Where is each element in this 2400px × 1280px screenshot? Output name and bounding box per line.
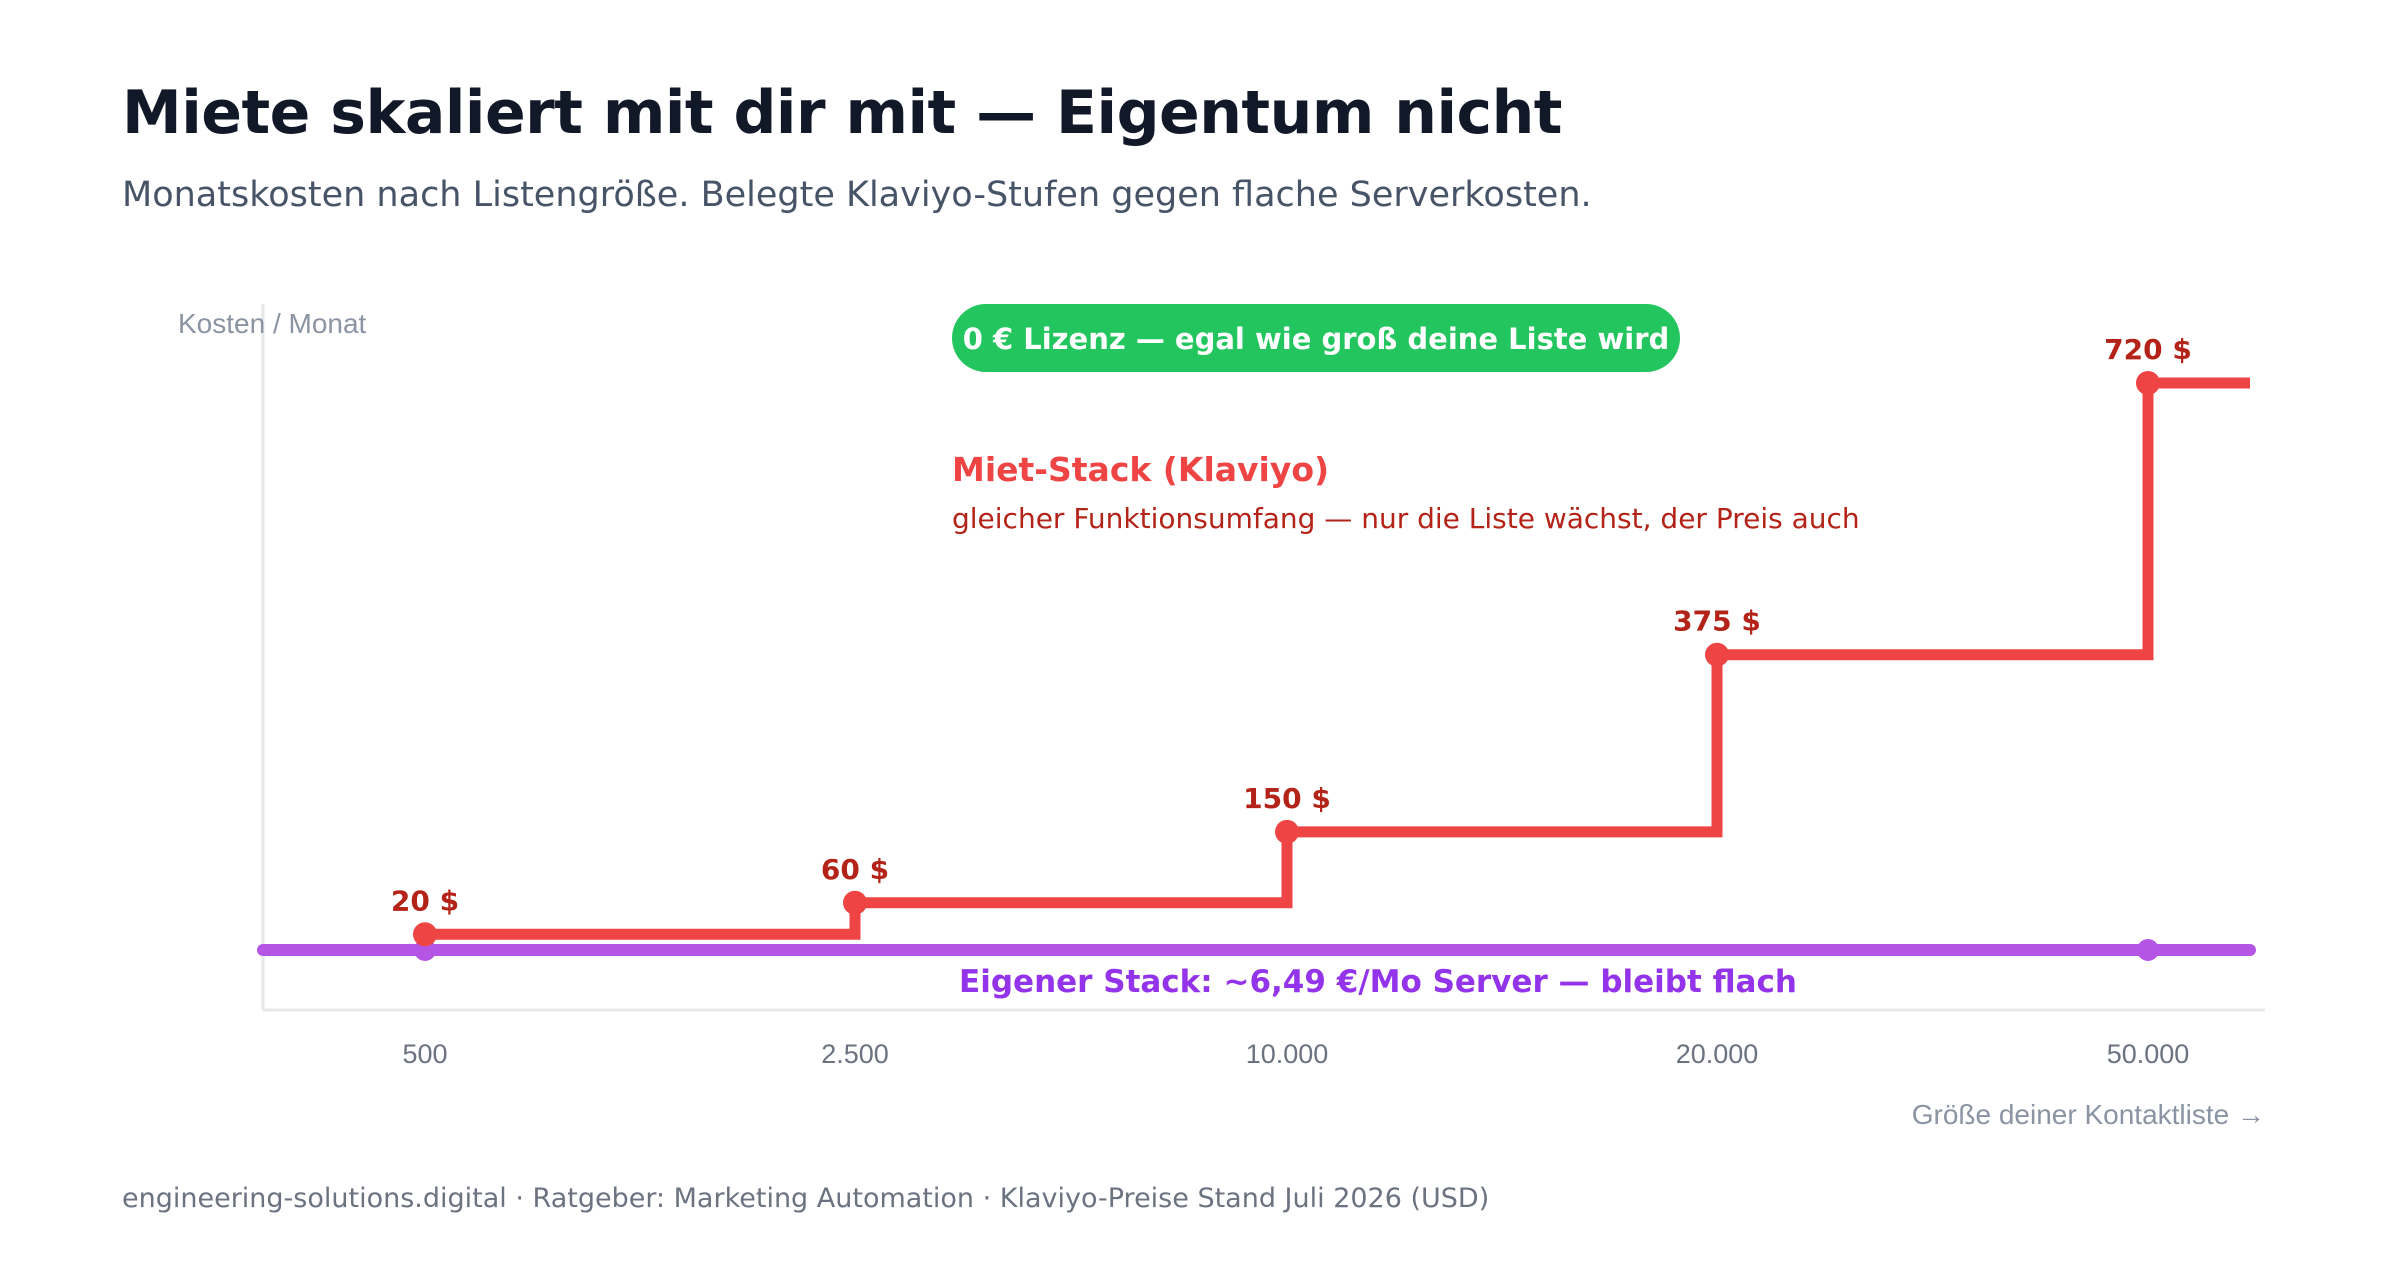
x-axis-label: Größe deiner Kontaktliste → xyxy=(1912,1099,2265,1130)
license-badge xyxy=(952,304,1680,372)
own-stack-point xyxy=(2137,939,2159,961)
x-tick-label: 50.000 xyxy=(2107,1039,2190,1069)
y-axis-label: Kosten / Monat xyxy=(178,308,367,339)
x-tick-labels: 500 2.500 10.000 20.000 50.000 xyxy=(402,1039,2189,1069)
x-tick-label: 2.500 xyxy=(821,1039,889,1069)
rent-value-label: 20 $ xyxy=(391,884,459,917)
rent-step-line xyxy=(425,377,2250,940)
rent-point xyxy=(1705,642,1729,667)
page-title: Miete skaliert mit dir mit — Eigentum ni… xyxy=(122,78,1562,148)
rent-point xyxy=(2136,371,2160,395)
rent-series-title: Miet-Stack (Klaviyo) xyxy=(952,450,1329,489)
x-tick-label: 10.000 xyxy=(1246,1039,1329,1069)
rent-value-label: 60 $ xyxy=(821,853,889,886)
own-stack-label: Eigener Stack: ~6,49 €/Mo Server — bleib… xyxy=(959,964,1797,1000)
rent-point xyxy=(413,922,437,947)
rent-value-labels: 20 $ 60 $ 150 $ 375 $ 720 $ xyxy=(391,333,2192,917)
rent-value-label: 150 $ xyxy=(1243,782,1331,815)
license-badge-text: 0 € Lizenz — egal wie groß deine Liste w… xyxy=(963,322,1670,356)
rent-points xyxy=(413,371,2160,947)
footer-source: engineering-solutions.digital · Ratgeber… xyxy=(122,1183,1490,1214)
rent-value-label: 720 $ xyxy=(2104,333,2192,366)
rent-point xyxy=(843,890,867,915)
rent-series-subtitle: gleicher Funktionsumfang — nur die Liste… xyxy=(952,502,1860,535)
x-tick-label: 20.000 xyxy=(1676,1039,1759,1069)
rent-point xyxy=(1275,819,1299,844)
x-tick-label: 500 xyxy=(402,1039,447,1069)
rent-value-label: 375 $ xyxy=(1673,605,1761,638)
page-subtitle: Monatskosten nach Listengröße. Belegte K… xyxy=(122,175,1592,215)
